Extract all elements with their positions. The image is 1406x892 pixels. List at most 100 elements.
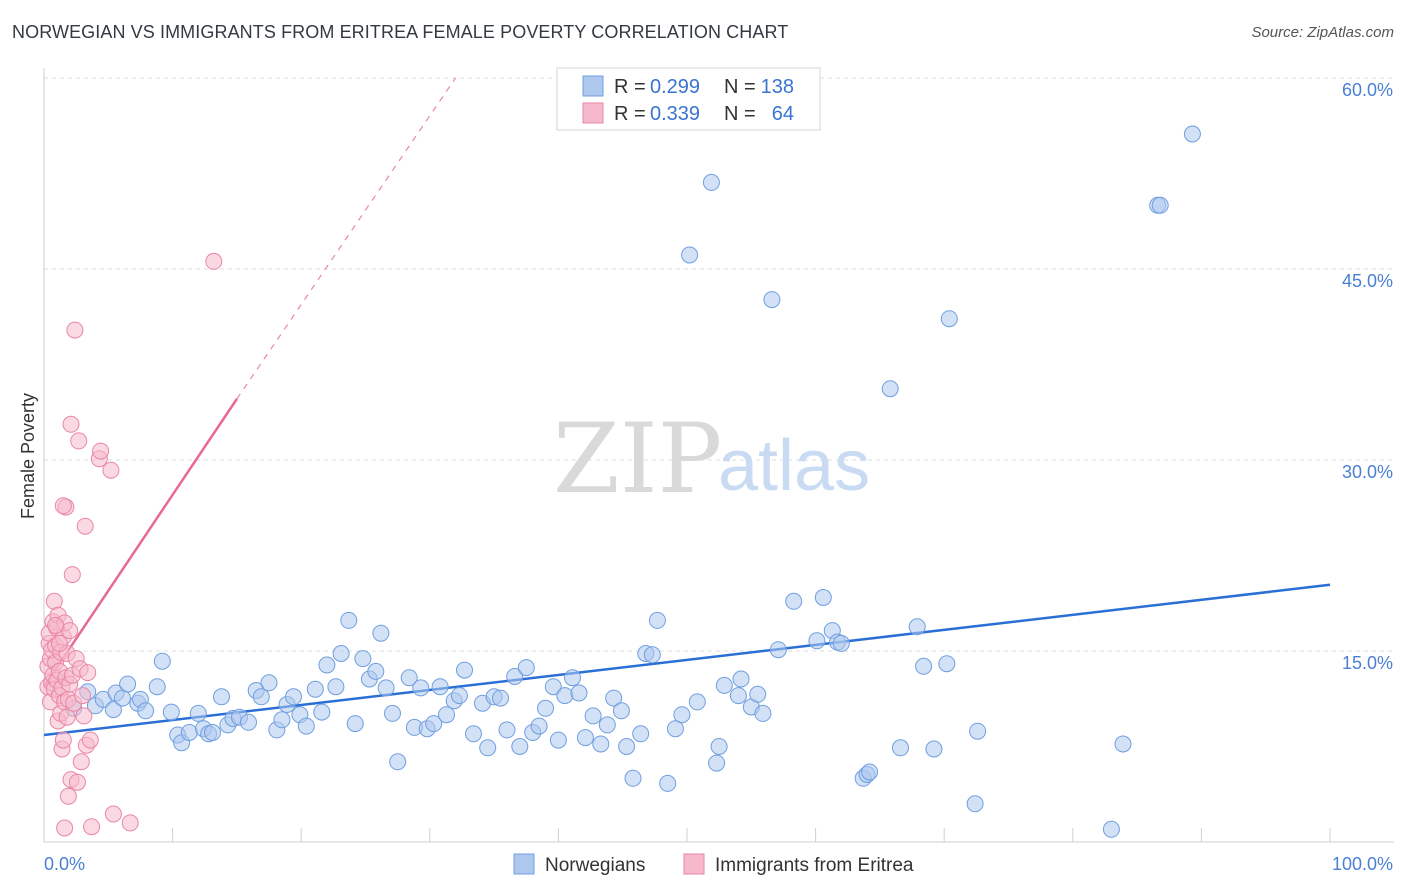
point-norwegians-58 [456, 661, 473, 679]
point-eritrea-51 [81, 731, 99, 749]
point-norwegians-102 [763, 291, 781, 309]
point-norwegians-40 [340, 611, 358, 629]
y-tick-labels: 15.0% 30.0% 45.0% 60.0% [1342, 80, 1393, 673]
point-norwegians-113 [881, 380, 899, 398]
point-norwegians-93 [702, 173, 720, 191]
point-eritrea-32 [59, 787, 77, 805]
point-norwegians-34 [297, 717, 315, 735]
point-eritrea-47 [75, 707, 93, 725]
point-eritrea-43 [70, 432, 88, 450]
point-norwegians-116 [915, 657, 933, 675]
point-norwegians-71 [544, 678, 562, 696]
point-norwegians-118 [938, 655, 956, 673]
legend-swatch-eritrea [582, 102, 604, 124]
point-norwegians-10 [137, 702, 155, 720]
point-norwegians-48 [389, 753, 407, 771]
point-norwegians-7 [119, 675, 137, 693]
point-norwegians-126 [1183, 125, 1201, 143]
point-eritrea-52 [83, 818, 101, 836]
point-norwegians-49 [400, 669, 418, 687]
point-eritrea-31 [58, 708, 76, 726]
point-norwegians-101 [754, 704, 772, 722]
point-eritrea-48 [76, 517, 94, 535]
point-eritrea-57 [121, 814, 139, 832]
trend-line-eritrea [42, 398, 238, 688]
point-norwegians-79 [598, 716, 616, 734]
bottom-legend: Norwegians Immigrants from Eritrea [513, 853, 914, 876]
point-norwegians-88 [659, 774, 677, 792]
point-norwegians-87 [648, 611, 666, 629]
legend-n-value-1: 64 [772, 103, 794, 125]
point-norwegians-63 [492, 689, 509, 707]
watermark: ZIP atlas [553, 403, 870, 515]
bottom-legend-eritrea: Immigrants from Eritrea [715, 855, 914, 876]
point-norwegians-53 [425, 715, 443, 733]
point-norwegians-35 [306, 680, 324, 698]
point-norwegians-27 [252, 688, 270, 706]
point-norwegians-115 [908, 618, 926, 636]
point-norwegians-13 [162, 703, 180, 721]
point-norwegians-105 [808, 632, 826, 650]
bottom-legend-norwegians: Norwegians [545, 855, 645, 876]
point-norwegians-12 [153, 652, 171, 670]
point-norwegians-21 [213, 688, 230, 706]
point-norwegians-55 [438, 706, 455, 724]
point-norwegians-121 [969, 722, 987, 740]
point-eritrea-63 [50, 634, 68, 652]
point-norwegians-81 [612, 702, 630, 720]
watermark-atlas: atlas [718, 426, 870, 506]
point-norwegians-32 [285, 688, 302, 706]
legend-r-value-0: 0.299 [650, 76, 700, 98]
point-eritrea-45 [72, 753, 90, 771]
watermark-zip: ZIP [553, 403, 722, 515]
y-axis-title: Female Poverty [18, 393, 38, 519]
point-norwegians-90 [673, 706, 691, 724]
point-norwegians-28 [260, 674, 278, 692]
point-norwegians-17 [189, 704, 207, 722]
point-norwegians-59 [465, 725, 482, 743]
point-norwegians-89 [666, 720, 684, 738]
x-tick-label-min: 0.0% [44, 854, 85, 874]
point-norwegians-78 [592, 735, 610, 753]
point-eritrea-61 [54, 497, 72, 515]
point-norwegians-84 [632, 725, 650, 743]
trend-lines [42, 77, 1331, 737]
point-norwegians-114 [892, 739, 909, 757]
point-norwegians-73 [556, 687, 574, 705]
point-eritrea-10 [45, 592, 63, 610]
point-norwegians-54 [431, 678, 449, 696]
point-norwegians-98 [732, 670, 750, 688]
data-points [39, 125, 1201, 838]
y-tick-label-30: 30.0% [1342, 462, 1393, 482]
point-eritrea-34 [61, 622, 79, 640]
point-norwegians-42 [354, 650, 372, 668]
point-norwegians-47 [384, 704, 401, 722]
legend-n-label-0: N = [724, 76, 761, 98]
point-norwegians-91 [681, 246, 699, 264]
point-norwegians-104 [785, 592, 803, 610]
point-norwegians-65 [506, 668, 524, 685]
point-eritrea-60 [62, 415, 80, 433]
axes [43, 68, 1394, 843]
point-eritrea-59 [56, 819, 74, 837]
point-norwegians-97 [729, 687, 747, 705]
point-norwegians-30 [273, 711, 291, 729]
point-norwegians-38 [327, 678, 345, 696]
point-norwegians-75 [570, 684, 588, 702]
point-norwegians-82 [618, 738, 636, 755]
point-norwegians-100 [749, 685, 767, 703]
point-norwegians-39 [332, 645, 350, 662]
point-norwegians-74 [564, 669, 581, 687]
grid-lines [44, 77, 1394, 652]
y-tick-label-45: 45.0% [1342, 271, 1393, 291]
point-norwegians-112 [861, 763, 879, 781]
point-norwegians-64 [498, 721, 516, 739]
point-eritrea-54 [92, 442, 110, 460]
point-eritrea-62 [47, 617, 65, 634]
legend-r-label-1: R = [614, 103, 651, 125]
point-norwegians-44 [367, 662, 385, 680]
point-eritrea-38 [63, 566, 81, 584]
trend-line-eritrea-extended [236, 77, 457, 400]
point-norwegians-83 [624, 769, 642, 787]
